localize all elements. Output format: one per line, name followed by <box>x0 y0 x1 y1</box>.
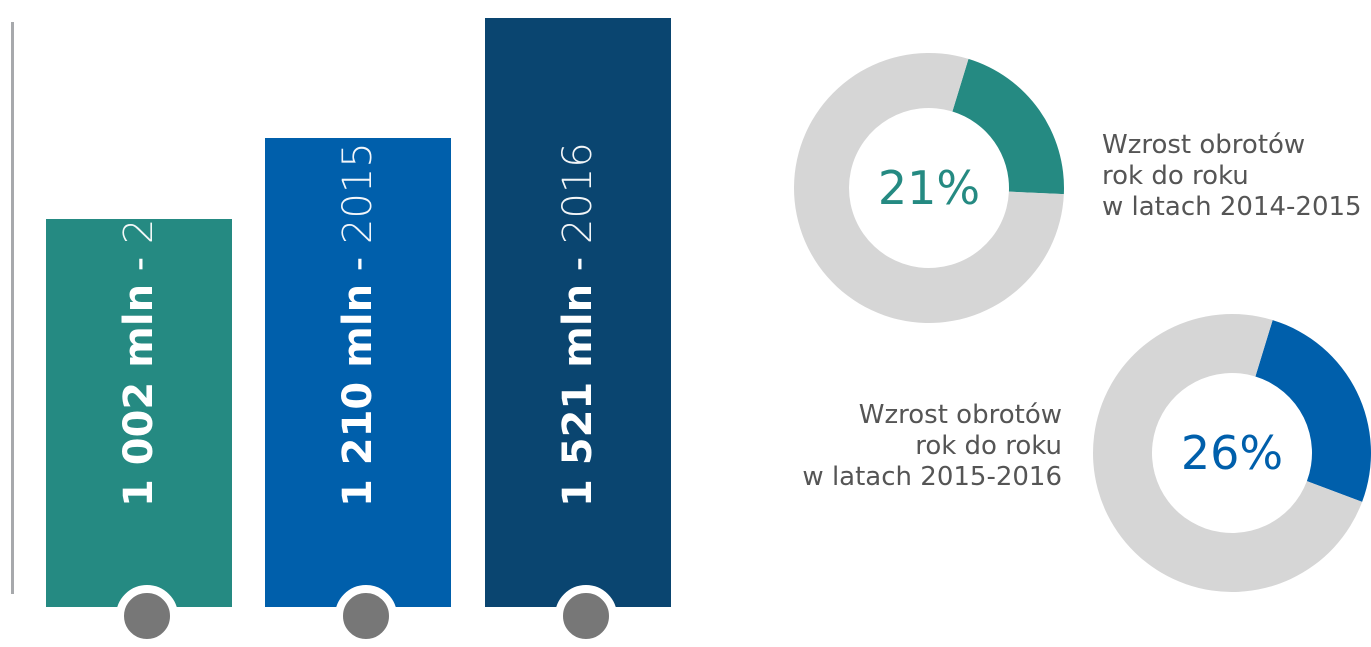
donut-description-line: rok do roku <box>915 431 1062 461</box>
donut-percent-label: 26% <box>1181 426 1283 480</box>
donut-description-line: Wzrost obrotów <box>1102 130 1305 160</box>
donut-description-line: rok do roku <box>1102 161 1249 191</box>
donut-percent-label: 21% <box>878 161 980 215</box>
revenue-growth-infographic: 1 002 mln - 2014 1 210 mln - 2015 1 521 ml… <box>0 0 1371 607</box>
donut-description-line: Wzrost obrotów <box>859 400 1062 430</box>
donut-description-line: w latach 2015-2016 <box>802 462 1062 492</box>
donut-description-line: w latach 2014-2015 <box>1102 192 1362 222</box>
